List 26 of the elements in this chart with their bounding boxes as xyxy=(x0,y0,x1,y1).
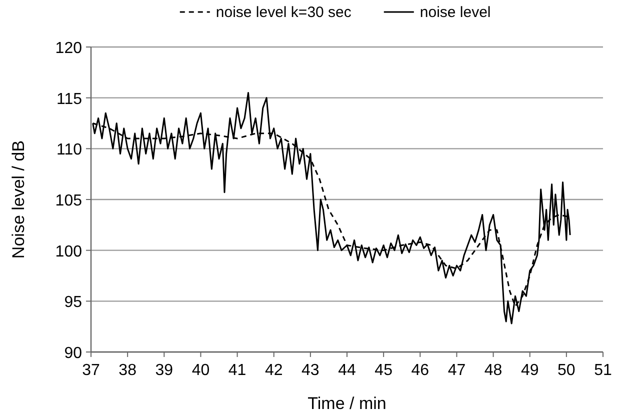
y-tick-label: 90 xyxy=(64,345,82,362)
y-tick-label: 100 xyxy=(55,243,82,260)
x-axis-title: Time / min xyxy=(308,394,386,413)
x-tick-label: 39 xyxy=(155,362,174,379)
x-tick-label: 44 xyxy=(338,362,356,379)
x-tick-label: 38 xyxy=(118,362,137,379)
legend-label: noise level k=30 sec xyxy=(216,4,352,21)
x-tick-label: 51 xyxy=(594,362,612,379)
x-tick-label: 48 xyxy=(484,362,502,379)
x-tick-label: 42 xyxy=(264,362,283,379)
x-tick-label: 50 xyxy=(558,362,576,379)
legend-label: noise level xyxy=(420,4,491,21)
y-tick-label: 105 xyxy=(55,192,82,210)
x-tick-label: 46 xyxy=(411,362,430,379)
x-tick-label: 43 xyxy=(302,362,320,379)
x-tick-label: 41 xyxy=(228,362,246,379)
y-axis-title: Noise level / dB xyxy=(9,140,28,259)
y-tick-label: 110 xyxy=(56,142,82,159)
y-tick-label: 95 xyxy=(64,294,82,312)
y-tick-label: 120 xyxy=(55,40,82,57)
x-tick-label: 47 xyxy=(448,362,466,379)
y-tick-label: 115 xyxy=(56,90,82,108)
x-tick-label: 37 xyxy=(82,362,100,379)
x-tick-label: 40 xyxy=(192,362,210,379)
x-tick-label: 49 xyxy=(520,362,539,379)
x-tick-label: 45 xyxy=(374,362,393,379)
